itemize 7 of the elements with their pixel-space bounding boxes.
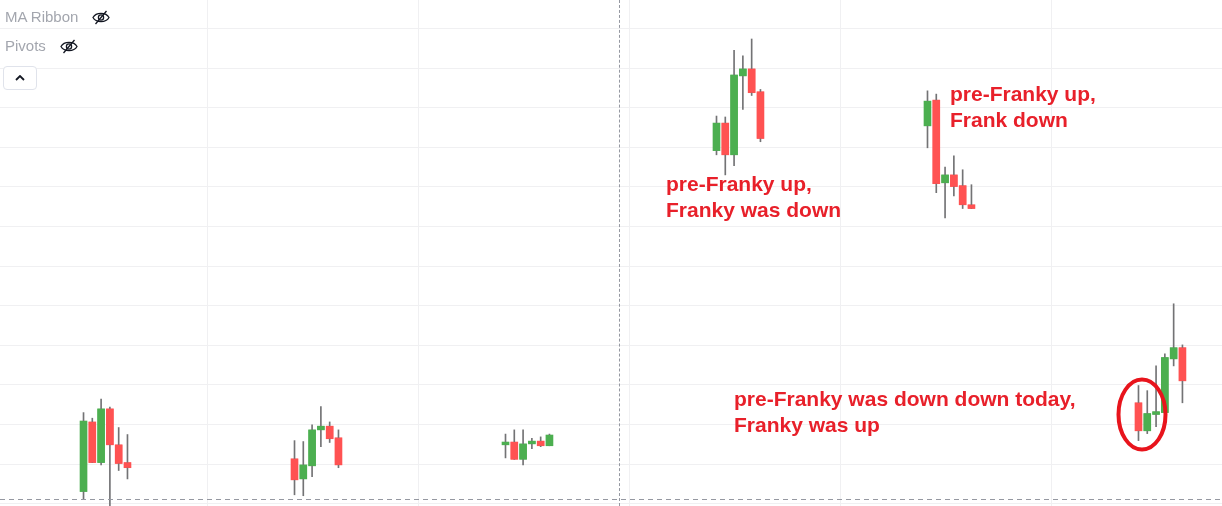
- text: MA Ribbon: [5, 8, 79, 26]
- candlestick: [941, 166, 949, 219]
- annotation: Pivots: [5, 37, 46, 55]
- annotation: pre-Franky up, Franky was down: [666, 171, 842, 221]
- annotation: pre-Franky up, Frank down: [950, 81, 1096, 131]
- annotation: pre-Franky was down down today, Franky was up: [734, 386, 1076, 436]
- candlestick: [317, 406, 325, 448]
